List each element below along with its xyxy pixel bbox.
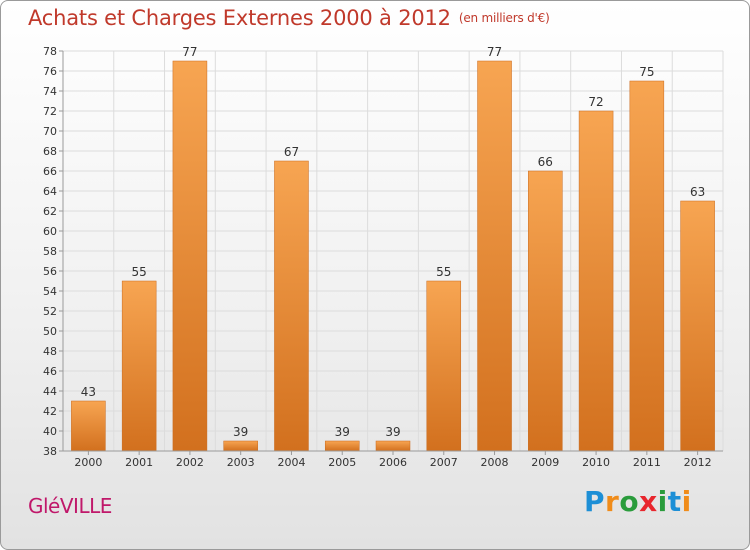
- logo-letter: i: [681, 485, 692, 518]
- bar-value-label: 75: [639, 65, 654, 79]
- y-tick-label: 54: [43, 285, 57, 298]
- bar-value-label: 39: [385, 425, 400, 439]
- bar-value-label: 43: [81, 385, 96, 399]
- y-tick-label: 60: [43, 225, 57, 238]
- y-tick-label: 38: [43, 445, 57, 458]
- y-tick-label: 70: [43, 125, 57, 138]
- bar: [578, 110, 614, 452]
- y-tick-label: 42: [43, 405, 57, 418]
- y-tick-label: 64: [43, 185, 57, 198]
- logo-letter: t: [667, 485, 682, 518]
- y-tick-label: 48: [43, 345, 57, 358]
- x-tick-label: 2005: [328, 456, 356, 469]
- x-tick-label: 2008: [481, 456, 509, 469]
- y-tick-label: 78: [43, 45, 57, 58]
- logo-letter: x: [639, 485, 658, 518]
- bar: [223, 440, 258, 452]
- bar: [324, 440, 360, 452]
- x-tick-label: 2000: [74, 456, 102, 469]
- bar-value-label: 72: [588, 95, 603, 109]
- logo-letter: r: [605, 485, 620, 518]
- y-tick-label: 46: [43, 365, 57, 378]
- bar-value-label: 55: [132, 265, 147, 279]
- x-tick-label: 2004: [277, 456, 305, 469]
- bar-value-label: 39: [335, 425, 350, 439]
- grid-lines: [62, 50, 724, 452]
- bar: [375, 440, 411, 452]
- bar: [121, 280, 157, 452]
- x-tick-label: 2007: [430, 456, 458, 469]
- logo-letter: o: [619, 485, 640, 518]
- y-tick-label: 52: [43, 305, 57, 318]
- y-tick-label: 56: [43, 265, 57, 278]
- y-tick-label: 76: [43, 65, 57, 78]
- x-tick-label: 2001: [125, 456, 153, 469]
- bar-value-label: 66: [538, 155, 553, 169]
- bar: [477, 60, 512, 452]
- y-tick-label: 40: [43, 425, 57, 438]
- proxiti-logo: Proxiti: [584, 485, 692, 518]
- y-tick-label: 68: [43, 145, 57, 158]
- chart-unit: (en milliers d'€): [458, 11, 550, 25]
- x-tick-label: 2006: [379, 456, 407, 469]
- bar-value-label: 55: [436, 265, 451, 279]
- axes: [59, 50, 723, 455]
- bar-value-label: 63: [690, 185, 705, 199]
- x-tick-label: 2009: [531, 456, 559, 469]
- y-tick-label: 74: [43, 85, 57, 98]
- labels: 38 40 42 44 46 48 50 52 54 56 58 60 62 64 66 68 70 72 74 76…: [43, 45, 712, 469]
- town-name: GléVILLE: [28, 494, 112, 518]
- y-tick-label: 62: [43, 205, 57, 218]
- x-tick-label: 2012: [684, 456, 712, 469]
- bar: [629, 80, 665, 452]
- bar-value-label: 77: [487, 45, 502, 59]
- y-tick-label: 50: [43, 325, 57, 338]
- bar: [172, 60, 208, 452]
- bar: [274, 160, 309, 452]
- x-tick-label: 2010: [582, 456, 610, 469]
- chart-title-text: Achats et Charges Externes 2000 à 2012: [28, 6, 451, 30]
- bar-value-label: 39: [233, 425, 248, 439]
- bars: [71, 60, 715, 452]
- x-tick-label: 2002: [176, 456, 204, 469]
- y-tick-label: 72: [43, 105, 57, 118]
- y-tick-label: 66: [43, 165, 57, 178]
- logo-letter: P: [584, 485, 606, 518]
- logo-letter: i: [657, 485, 668, 518]
- chart-title: Achats et Charges Externes 2000 à 2012 (e…: [28, 6, 550, 30]
- bar: [528, 170, 563, 452]
- bar: [680, 200, 715, 452]
- y-tick-label: 58: [43, 245, 57, 258]
- bar: [71, 400, 106, 452]
- x-tick-label: 2003: [227, 456, 255, 469]
- bar: [426, 280, 462, 452]
- bar-value-label: 77: [182, 45, 197, 59]
- bar-value-label: 67: [284, 145, 299, 159]
- y-tick-label: 44: [43, 385, 57, 398]
- x-tick-label: 2011: [633, 456, 661, 469]
